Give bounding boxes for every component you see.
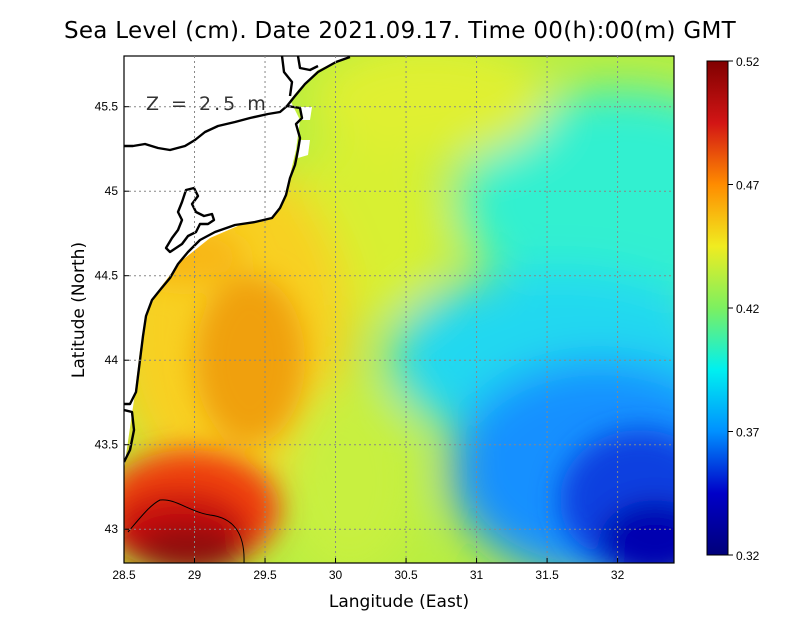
y-tick-label: 44.5 bbox=[95, 269, 119, 283]
x-tick-label: 31.5 bbox=[535, 568, 559, 582]
grid bbox=[124, 56, 674, 563]
y-tick-label: 44 bbox=[105, 353, 119, 367]
x-tick-label: 30.5 bbox=[394, 568, 418, 582]
depth-label: Z = 2.5 m bbox=[146, 93, 269, 115]
y-tick-label: 45 bbox=[105, 184, 119, 198]
colorbar-tick-label: 0.32 bbox=[736, 549, 760, 563]
x-tick-label: 31 bbox=[470, 568, 484, 582]
colorbar-tick-label: 0.37 bbox=[736, 426, 760, 440]
colorbar bbox=[706, 60, 729, 556]
x-tick-label: 29 bbox=[188, 568, 202, 582]
chart-title: Sea Level (cm). Date 2021.09.17. Time 00… bbox=[63, 18, 737, 44]
land bbox=[124, 56, 350, 470]
colorbar-tick-label: 0.47 bbox=[736, 179, 760, 193]
y-axis-ticks: 43 43.5 44 44.5 45 45.5 bbox=[95, 100, 129, 536]
y-tick-label: 43 bbox=[105, 522, 119, 536]
x-axis-ticks: 28.5 29 29.5 30 30.5 31 31.5 32 bbox=[112, 558, 625, 582]
heatmap-field bbox=[124, 56, 674, 563]
contour-line bbox=[127, 499, 245, 563]
x-axis-label: Langitude (East) bbox=[329, 592, 469, 612]
coastline bbox=[124, 56, 351, 463]
colorbar-ticks: 0.52 0.47 0.42 0.37 0.32 bbox=[728, 55, 760, 563]
x-tick-label: 32 bbox=[611, 568, 625, 582]
y-axis-label: Latitude (North) bbox=[69, 242, 89, 378]
colorbar-tick-label: 0.42 bbox=[736, 302, 760, 316]
y-tick-label: 43.5 bbox=[95, 438, 119, 452]
x-tick-label: 30 bbox=[329, 568, 343, 582]
y-tick-label: 45.5 bbox=[95, 100, 119, 114]
x-tick-label: 29.5 bbox=[253, 568, 277, 582]
colorbar-tick-label: 0.52 bbox=[736, 55, 760, 69]
x-tick-label: 28.5 bbox=[112, 568, 136, 582]
plot-frame bbox=[123, 55, 675, 564]
